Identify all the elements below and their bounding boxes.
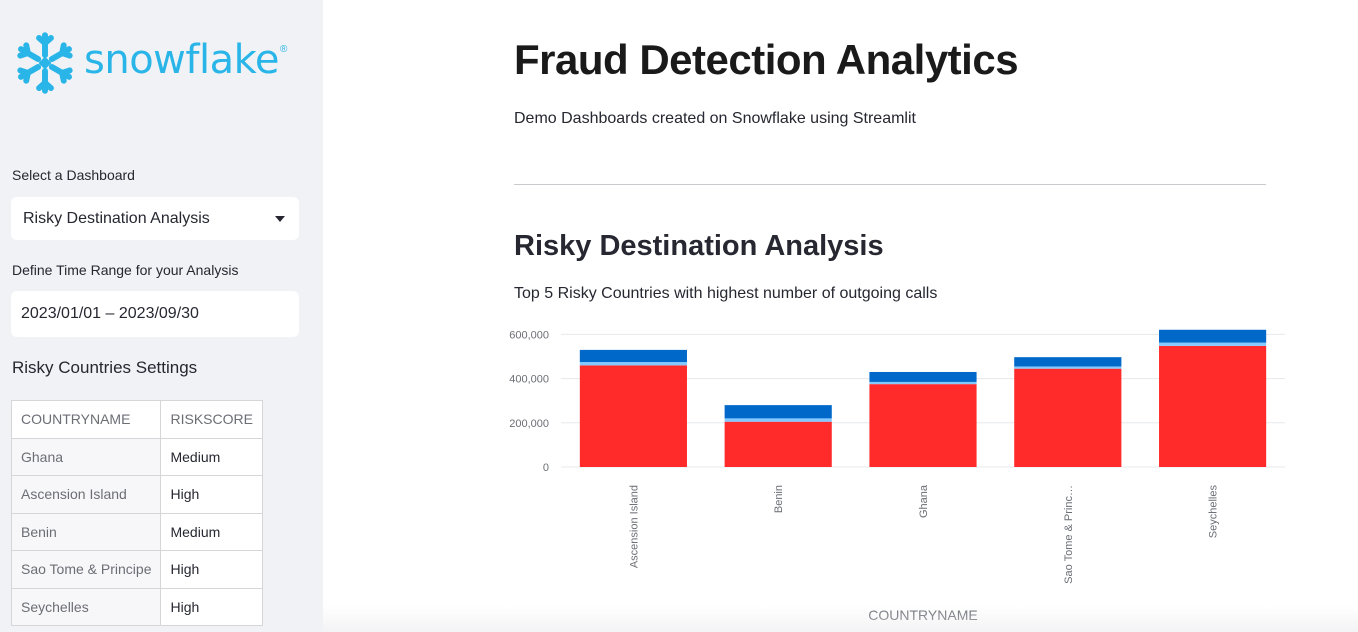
table-row: Benin Medium [10,512,263,551]
table-header-row: COUNTRYNAME RISKSCORE [10,400,263,439]
table-row: Sao Tome & Principe High [10,550,263,589]
table-cell-country[interactable]: Sao Tome & Principe [10,550,162,589]
x-tick-label: Benin [773,485,785,513]
table-cell-riskscore[interactable]: High [160,475,263,514]
table-cell-country[interactable]: Ghana [10,437,162,476]
column-header[interactable]: COUNTRYNAME [10,400,162,439]
bar-chart[interactable]: 0 200,000 400,000 600,000 Ascension Island Be… [493,322,1285,632]
bar-segment[interactable] [724,418,832,422]
y-tick-label: 600,000 [509,329,549,341]
divider [514,184,1266,185]
table-cell-country[interactable]: Seychelles [10,587,162,626]
table-cell-riskscore[interactable]: High [160,587,263,626]
table-cell-riskscore[interactable]: Medium [160,437,263,476]
bar-segment[interactable] [1159,329,1267,343]
bar-segment[interactable] [1014,368,1122,467]
dashboard-select-value: Risky Destination Analysis [23,209,210,227]
page-title: Fraud Detection Analytics [514,36,1019,83]
snowflake-logo: snowflake ® [12,30,287,96]
bar-segment[interactable] [579,365,687,467]
section-title: Risky Destination Analysis [514,230,884,262]
table-cell-country[interactable]: Ascension Island [10,475,162,514]
sidebar: snowflake ® Select a Dashboard Risky Des… [0,0,323,632]
y-tick-label: 400,000 [509,374,549,386]
column-header[interactable]: RISKSCORE [160,400,263,439]
y-tick-label: 0 [543,462,549,474]
bar-segment[interactable] [724,405,832,419]
snowflake-logo-icon [12,32,78,96]
table-cell-riskscore[interactable]: High [160,550,263,589]
scroll-shadow [323,606,1358,632]
chevron-down-icon [275,216,285,222]
table-cell-country[interactable]: Benin [10,512,162,551]
bar-segment[interactable] [1014,366,1122,369]
bar-segment[interactable] [869,371,977,382]
chart-caption: Top 5 Risky Countries with highest numbe… [514,285,938,302]
x-tick-label: Seychelles [1208,485,1220,539]
registered-mark: ® [279,43,288,55]
x-tick-label: Ghana [918,484,930,518]
time-range-input[interactable]: 2023/01/01 – 2023/09/30 [11,291,299,337]
page-subtitle: Demo Dashboards created on Snowflake usi… [514,110,916,127]
bar-chart-svg[interactable]: 0 200,000 400,000 600,000 Ascension Island Be… [493,322,1285,632]
bar-segment[interactable] [579,362,687,366]
bar-segment[interactable] [579,349,687,363]
bar-segment[interactable] [724,421,832,467]
bar-segment[interactable] [1014,357,1122,367]
main-content: Fraud Detection Analytics Demo Dashboard… [323,0,1358,632]
risky-countries-table[interactable]: COUNTRYNAME RISKSCORE Ghana Medium Ascen… [10,400,263,626]
x-tick-label: Ascension Island [628,485,640,568]
time-range-value: 2023/01/01 – 2023/09/30 [21,305,199,322]
table-cell-riskscore[interactable]: Medium [160,512,263,551]
bar-segment[interactable] [1159,345,1267,467]
time-range-label: Define Time Range for your Analysis [12,262,239,278]
dashboard-select-label: Select a Dashboard [12,167,135,183]
dashboard-select[interactable]: Risky Destination Analysis [11,197,299,240]
logo-wordmark: snowflake [84,37,279,83]
bar-segment[interactable] [1159,342,1267,346]
table-row: Seychelles High [10,587,263,626]
x-tick-label: Sao Tome & Princ… [1063,485,1075,584]
settings-heading: Risky Countries Settings [12,358,198,377]
bar-segment[interactable] [869,384,977,467]
table-row: Ascension Island High [10,475,263,514]
bar-segment[interactable] [869,381,977,385]
table-row: Ghana Medium [10,437,263,476]
y-tick-label: 200,000 [509,418,549,430]
